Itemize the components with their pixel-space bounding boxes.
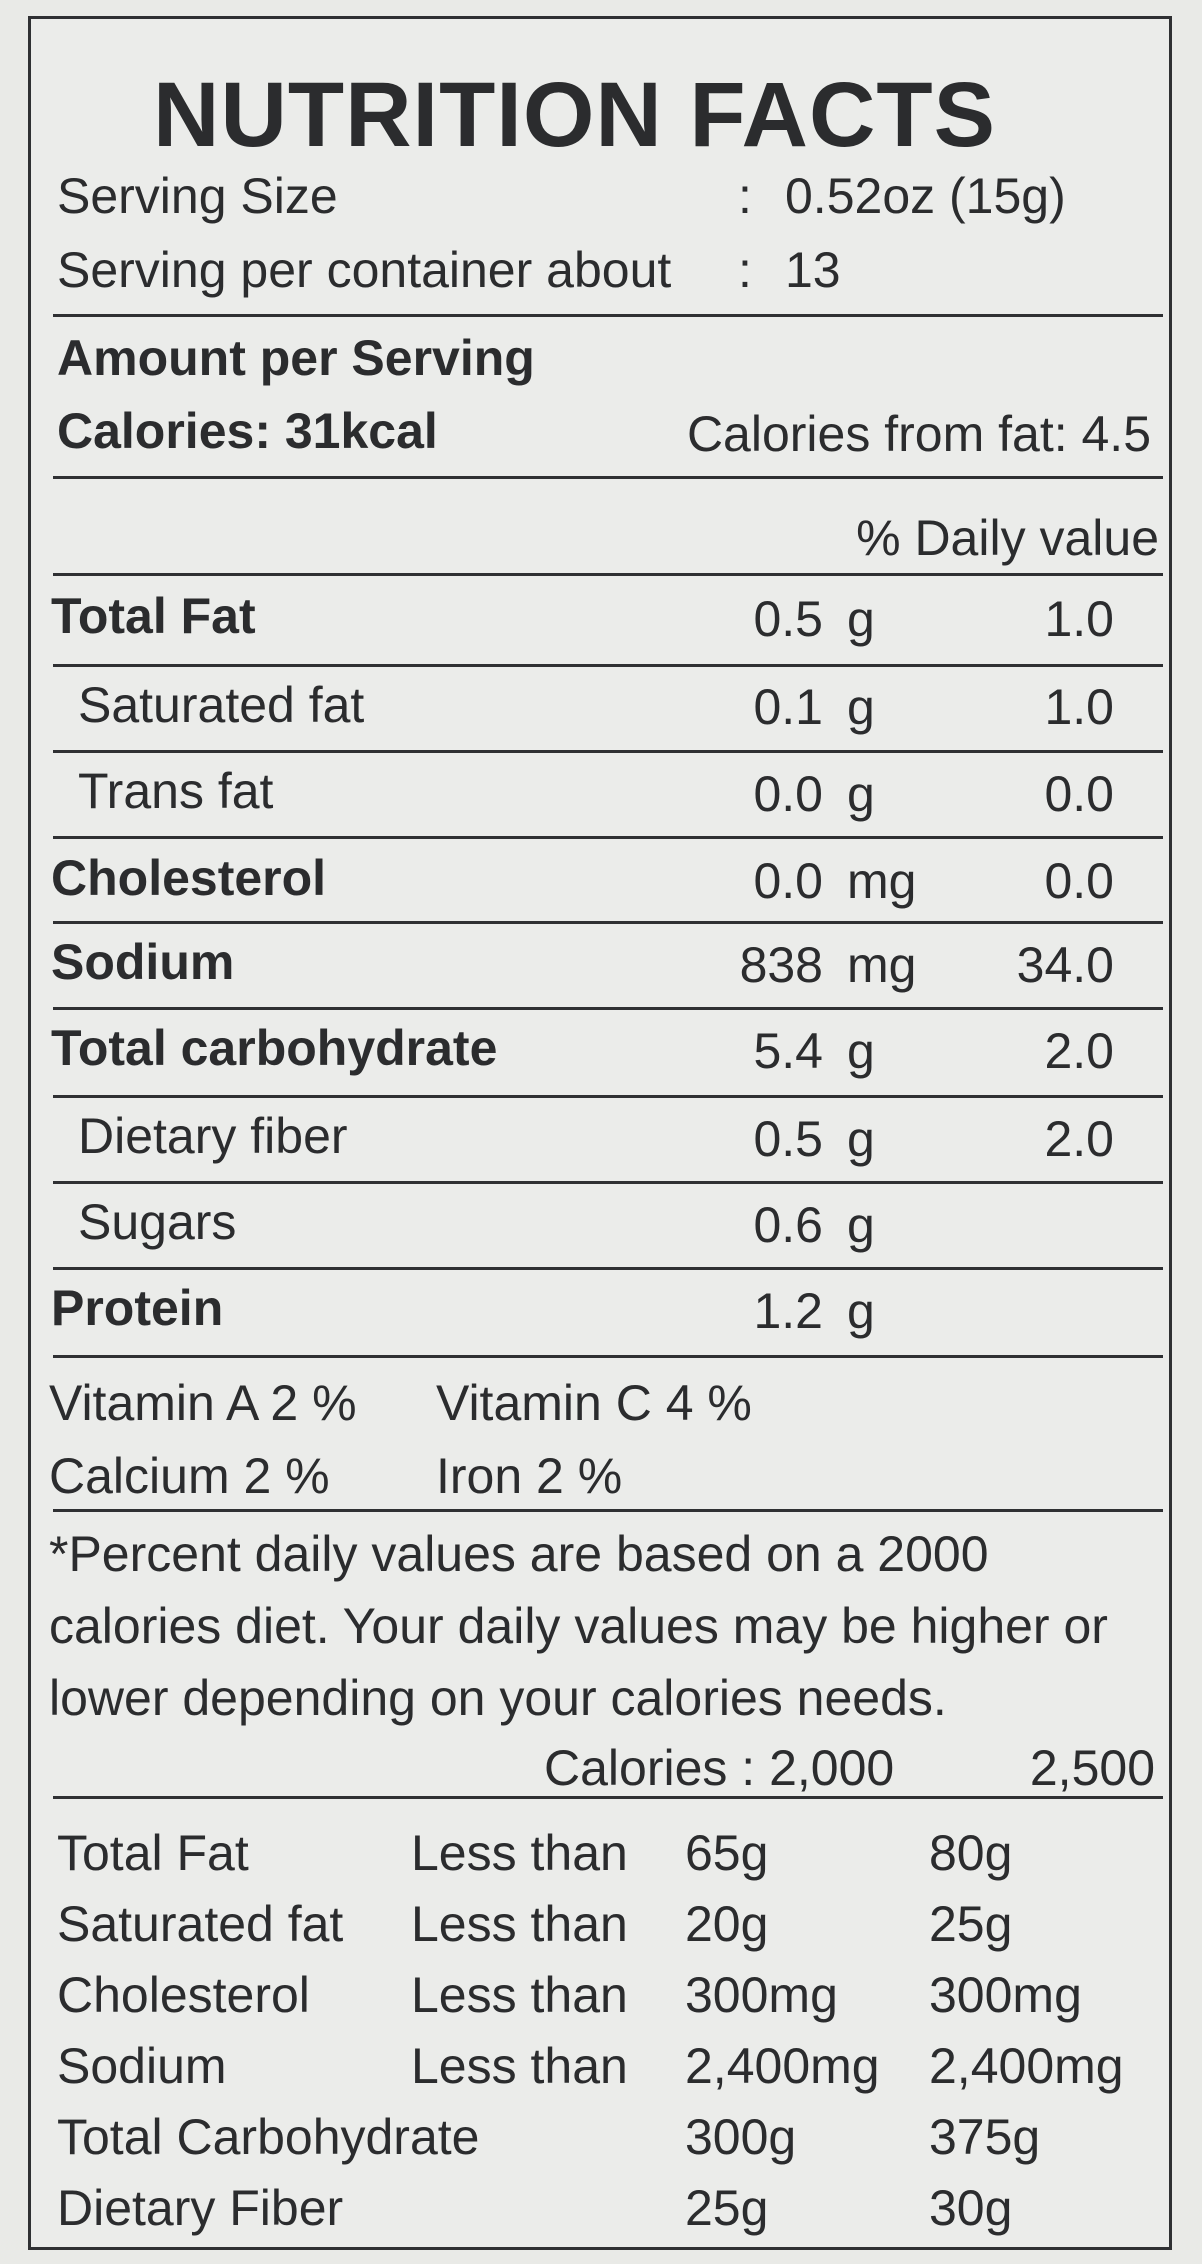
nutrient-name: Trans fat: [78, 763, 274, 819]
nutrient-amount: 838: [739, 937, 823, 993]
nutrient-name: Total Fat: [51, 588, 256, 644]
nutrient-unit: g: [847, 1283, 875, 1339]
reference-qualifier: Less than: [411, 1967, 628, 2023]
servings-per-container-label: Serving per container about: [57, 242, 672, 298]
divider: [53, 750, 1163, 753]
divider: [53, 664, 1163, 667]
nutrient-daily-value: 1.0: [1044, 591, 1114, 647]
amount-per-serving-heading: Amount per Serving: [57, 330, 535, 386]
divider: [53, 1509, 1163, 1512]
nutrient-daily-value: 0.0: [1044, 766, 1114, 822]
serving-size-label: Serving Size: [57, 168, 338, 224]
divider: [53, 1007, 1163, 1010]
label-title: NUTRITION FACTS: [153, 64, 996, 166]
nutrition-label-panel: NUTRITION FACTS Serving Size : 0.52oz (1…: [28, 16, 1172, 2250]
nutrient-name: Protein: [51, 1280, 224, 1336]
reference-2500: 300mg: [929, 1967, 1082, 2023]
divider: [53, 314, 1163, 317]
nutrient-name: Sodium: [51, 934, 235, 990]
nutrient-daily-value: 34.0: [1016, 937, 1114, 993]
reference-2500: 2,400mg: [929, 2038, 1124, 2094]
footnote-line: *Percent daily values are based on a 200…: [49, 1526, 989, 1582]
reference-2500: 30g: [929, 2180, 1013, 2236]
divider: [53, 921, 1163, 924]
nutrient-unit: g: [847, 1023, 875, 1079]
nutrient-unit: g: [847, 679, 875, 735]
nutrient-amount: 0.5: [753, 591, 823, 647]
reference-2500: 25g: [929, 1896, 1013, 1952]
nutrient-name: Cholesterol: [51, 850, 327, 906]
nutrient-amount: 0.0: [753, 766, 823, 822]
servings-per-container-colon: :: [738, 242, 752, 298]
nutrient-amount: 0.5: [753, 1111, 823, 1167]
reference-2000: 2,400mg: [685, 2038, 880, 2094]
reference-2000: 25g: [685, 2180, 769, 2236]
daily-value-header: % Daily value: [856, 510, 1159, 566]
reference-2500: 375g: [929, 2109, 1041, 2165]
reference-nutrient: Total Fat: [57, 1825, 249, 1881]
reference-qualifier: Less than: [411, 1825, 628, 1881]
divider: [53, 1181, 1163, 1184]
divider: [53, 573, 1163, 576]
reference-qualifier: Less than: [411, 2038, 628, 2094]
nutrient-name: Total carbohydrate: [51, 1020, 498, 1076]
reference-2000: 300g: [685, 2109, 797, 2165]
iron: Iron 2 %: [436, 1448, 623, 1504]
nutrient-name: Sugars: [78, 1194, 237, 1250]
nutrient-daily-value: 2.0: [1044, 1023, 1114, 1079]
divider: [53, 1355, 1163, 1358]
calories-value: Calories: 31kcal: [57, 403, 438, 459]
reference-nutrient: Total Carbohydrate: [57, 2109, 480, 2165]
nutrient-unit: g: [847, 591, 875, 647]
divider: [53, 1796, 1163, 1799]
calories-from-fat: Calories from fat: 4.5: [686, 406, 1151, 462]
reference-qualifier: Less than: [411, 1896, 628, 1952]
divider: [53, 1095, 1163, 1098]
nutrient-unit: g: [847, 1111, 875, 1167]
reference-nutrient: Dietary Fiber: [57, 2180, 344, 2236]
reference-nutrient: Cholesterol: [57, 1967, 310, 2023]
nutrient-name: Saturated fat: [78, 677, 365, 733]
footnote-line: calories diet. Your daily values may be …: [49, 1598, 1108, 1654]
calories-reference-2500: 2,500: [1029, 1740, 1155, 1796]
nutrient-amount: 1.2: [753, 1283, 823, 1339]
serving-size-value: 0.52oz (15g): [785, 168, 1066, 224]
divider: [53, 1267, 1163, 1270]
nutrient-unit: mg: [847, 853, 917, 909]
calories-reference-label: Calories : 2,000: [544, 1740, 895, 1796]
nutrient-unit: g: [847, 766, 875, 822]
nutrient-daily-value: 0.0: [1044, 853, 1114, 909]
reference-nutrient: Saturated fat: [57, 1896, 344, 1952]
nutrient-daily-value: 1.0: [1044, 679, 1114, 735]
divider: [53, 836, 1163, 839]
reference-2500: 80g: [929, 1825, 1013, 1881]
calcium: Calcium 2 %: [49, 1448, 330, 1504]
servings-per-container-value: 13: [785, 242, 841, 298]
nutrient-amount: 0.6: [753, 1197, 823, 1253]
nutrient-daily-value: 2.0: [1044, 1111, 1114, 1167]
divider: [53, 476, 1163, 479]
nutrient-name: Dietary fiber: [78, 1108, 348, 1164]
nutrient-unit: mg: [847, 937, 917, 993]
reference-2000: 20g: [685, 1896, 769, 1952]
nutrient-amount: 5.4: [753, 1023, 823, 1079]
reference-nutrient: Sodium: [57, 2038, 227, 2094]
vitamin-a: Vitamin A 2 %: [49, 1375, 357, 1431]
reference-2000: 300mg: [685, 1967, 838, 2023]
footnote-line: lower depending on your calories needs.: [49, 1670, 947, 1726]
nutrient-amount: 0.1: [753, 679, 823, 735]
vitamin-c: Vitamin C 4 %: [436, 1375, 752, 1431]
nutrient-amount: 0.0: [753, 853, 823, 909]
serving-size-colon: :: [738, 168, 752, 224]
nutrient-unit: g: [847, 1197, 875, 1253]
reference-2000: 65g: [685, 1825, 769, 1881]
